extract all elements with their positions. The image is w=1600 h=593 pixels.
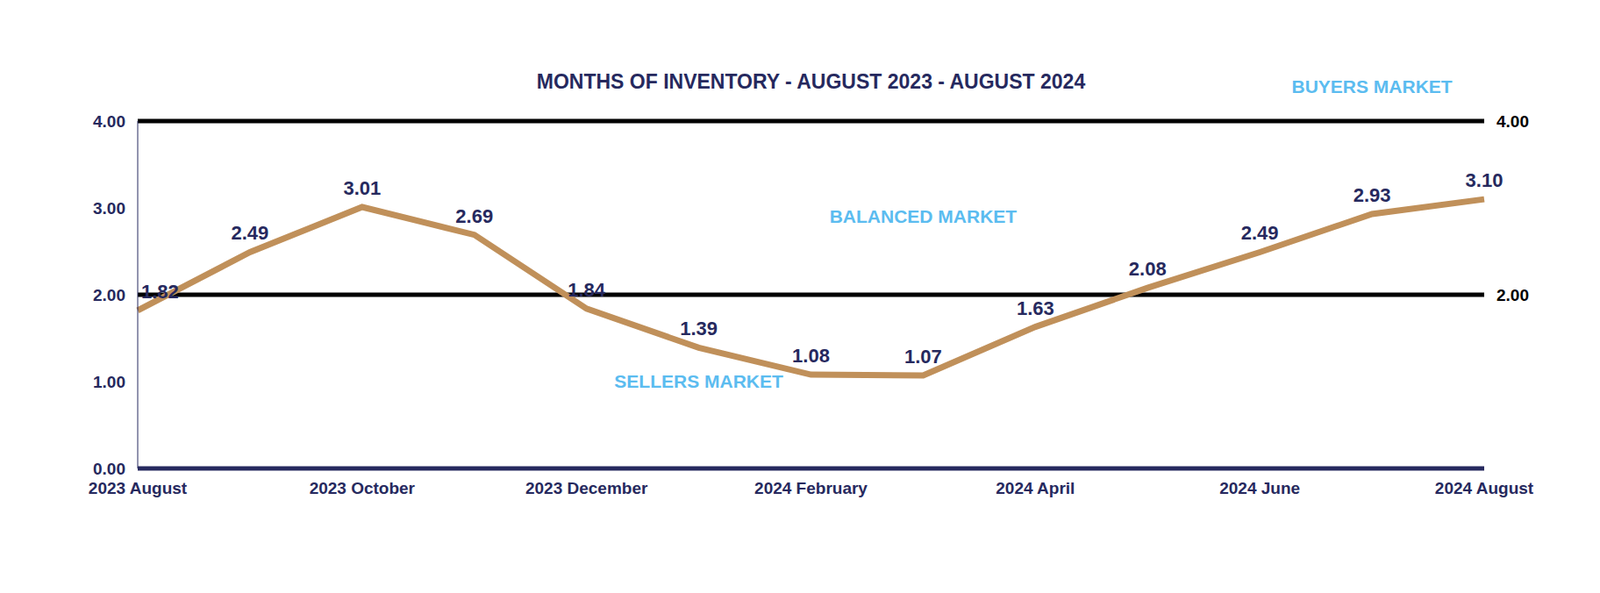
svg-text:2023 October: 2023 October bbox=[309, 478, 416, 498]
svg-text:0.00: 0.00 bbox=[92, 459, 126, 479]
svg-text:2024 August: 2024 August bbox=[1435, 478, 1535, 498]
svg-text:2.08: 2.08 bbox=[1128, 257, 1167, 280]
svg-text:2024 June: 2024 June bbox=[1219, 478, 1300, 498]
svg-text:2.00: 2.00 bbox=[1496, 285, 1529, 305]
svg-text:2023 August: 2023 August bbox=[88, 478, 188, 498]
svg-text:2.93: 2.93 bbox=[1353, 184, 1392, 207]
svg-text:1.82: 1.82 bbox=[141, 280, 179, 303]
svg-text:2024 April: 2024 April bbox=[995, 478, 1075, 498]
svg-text:BUYERS MARKET: BUYERS MARKET bbox=[1291, 76, 1452, 97]
svg-text:2.69: 2.69 bbox=[455, 205, 493, 228]
svg-text:1.07: 1.07 bbox=[904, 345, 943, 368]
svg-text:2024 February: 2024 February bbox=[754, 478, 868, 498]
svg-text:2.00: 2.00 bbox=[92, 285, 126, 305]
svg-text:2.49: 2.49 bbox=[231, 221, 270, 244]
svg-text:3.10: 3.10 bbox=[1465, 169, 1504, 192]
svg-text:SELLERS MARKET: SELLERS MARKET bbox=[614, 371, 784, 392]
svg-text:1.63: 1.63 bbox=[1016, 297, 1055, 320]
svg-text:3.00: 3.00 bbox=[92, 199, 126, 218]
svg-text:3.01: 3.01 bbox=[342, 177, 381, 200]
svg-text:4.00: 4.00 bbox=[92, 112, 126, 131]
svg-text:4.00: 4.00 bbox=[1496, 112, 1529, 131]
svg-text:1.84: 1.84 bbox=[567, 278, 607, 301]
svg-text:2.49: 2.49 bbox=[1241, 221, 1279, 244]
html-text:MONTHS OF INVENTORY - AUGUST 2: MONTHS OF INVENTORY - AUGUST 2023 - AUGU… bbox=[536, 70, 1086, 93]
svg-text:2023 December: 2023 December bbox=[525, 478, 649, 498]
svg-text:BALANCED MARKET: BALANCED MARKET bbox=[829, 206, 1018, 227]
svg-text:1.39: 1.39 bbox=[679, 317, 718, 340]
svg-text:1.00: 1.00 bbox=[92, 372, 126, 392]
svg-text:1.08: 1.08 bbox=[792, 344, 830, 367]
